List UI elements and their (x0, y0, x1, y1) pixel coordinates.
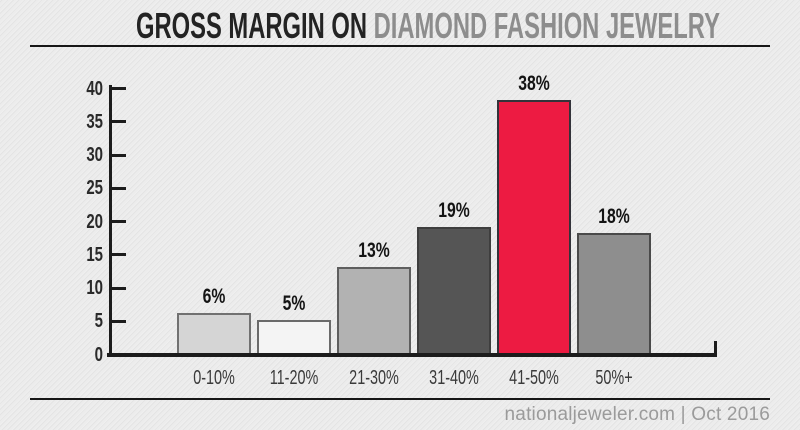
y-axis-tick-label: 30 (86, 144, 103, 166)
bar-31-40% (417, 227, 491, 355)
bar-11-20% (257, 320, 331, 355)
bar-value-label: 5% (282, 292, 306, 315)
y-axis-tick (112, 186, 126, 190)
y-axis-line (109, 85, 112, 357)
y-axis-tick-label: 10 (86, 277, 103, 299)
y-axis-tick-label: 25 (86, 177, 103, 200)
y-axis-tick (112, 319, 126, 323)
bar-value-label: 19% (438, 199, 470, 222)
x-axis-category-label: 50%+ (595, 367, 633, 389)
x-axis-category-label: 0-10% (193, 367, 235, 389)
x-axis-end-tick (714, 341, 717, 353)
bar-41-50% (497, 100, 571, 355)
x-axis-line (107, 353, 717, 357)
y-axis-tick (112, 153, 126, 157)
y-axis-tick-label: 20 (86, 210, 103, 233)
source-attribution: nationaljeweler.com | Oct 2016 (504, 404, 770, 425)
bar-value-label: 13% (358, 239, 390, 262)
y-axis-tick (112, 120, 126, 124)
bar-0-10% (177, 313, 251, 355)
y-axis-tick (112, 220, 126, 223)
y-axis-tick-label: 35 (86, 110, 103, 133)
bar-50%+ (577, 233, 651, 355)
footer-divider-line (30, 398, 770, 400)
y-axis-tick (112, 253, 126, 257)
bar-value-label: 6% (202, 285, 226, 308)
header-divider-line (30, 45, 770, 47)
bar-value-label: 18% (598, 205, 630, 228)
x-axis-category-label: 31-40% (429, 367, 479, 389)
chart-title-primary: GROSS MARGIN ON (136, 5, 374, 46)
chart-title: GROSS MARGIN ON DIAMOND FASHION JEWELRY (136, 5, 720, 46)
y-axis-tick (112, 87, 126, 90)
x-axis-category-label: 21-30% (349, 367, 399, 389)
y-axis-tick-label: 0 (94, 343, 103, 366)
bar-value-label: 38% (518, 72, 550, 95)
bar-21-30% (337, 267, 411, 355)
y-axis-tick-label: 5 (94, 310, 103, 333)
y-axis-tick (112, 286, 126, 290)
x-axis-category-label: 41-50% (509, 367, 559, 389)
y-axis-tick-label: 40 (86, 77, 103, 100)
y-axis-tick-label: 15 (86, 243, 103, 266)
chart-title-accent: DIAMOND FASHION JEWELRY (373, 5, 720, 46)
x-axis-category-label: 11-20% (269, 367, 319, 389)
